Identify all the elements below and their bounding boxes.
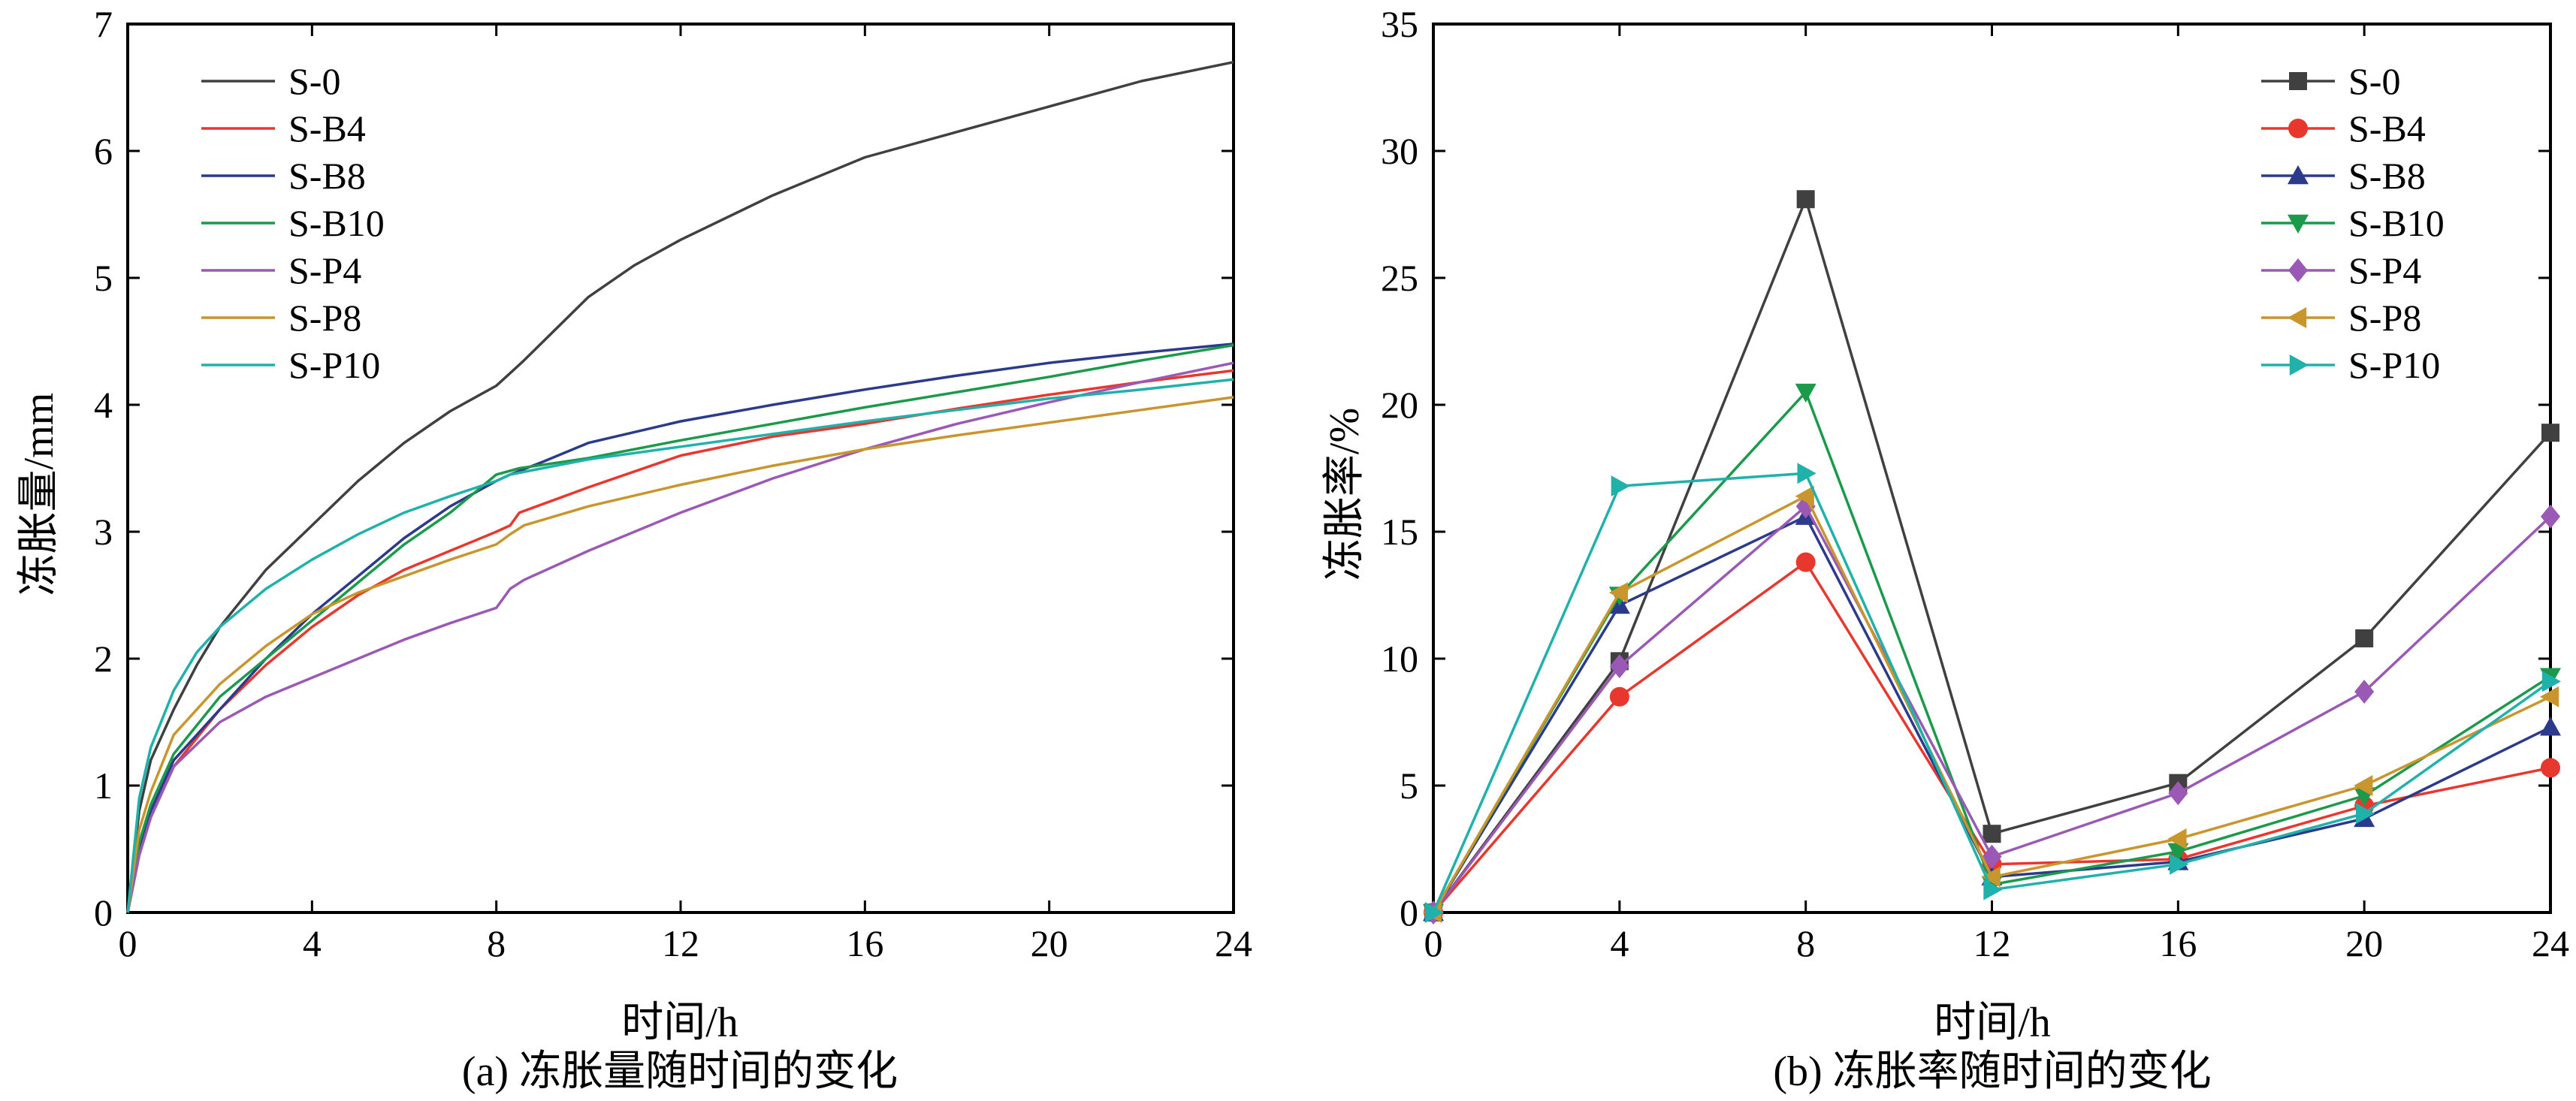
- x-tick-label-b-1: 4: [1610, 922, 1629, 964]
- x-tick-label-a-3: 12: [662, 922, 699, 964]
- x-axis-title-a: 时间/h: [621, 1000, 738, 1046]
- data-point-b-s-b4-1: [1609, 686, 1629, 707]
- y-tick-label-b-3: 15: [1381, 511, 1418, 553]
- x-tick-label-a-1: 4: [303, 922, 322, 964]
- legend-label-b-s-p4: S-P4: [2348, 249, 2421, 291]
- legend-label-b-s-b4: S-B4: [2348, 107, 2426, 149]
- plot-area-a: 0 4 8 12 16 20 2401234567S-0S-B4S-B8S-B10S-P4S…: [94, 3, 1252, 964]
- data-point-b-s-b10-4: [2167, 843, 2189, 862]
- data-point-b-s-0-5: [2355, 629, 2374, 647]
- y-tick-label-b-2: 10: [1381, 638, 1418, 680]
- data-point-b-s-p10-6: [2541, 671, 2561, 692]
- series-line-a-s-p10: [126, 378, 1234, 913]
- x-tick-label-b-2: 8: [1796, 922, 1815, 964]
- series-line-a-s-b10: [126, 343, 1234, 913]
- legend-label-b-s-p8: S-P8: [2348, 297, 2421, 339]
- y-tick-label-a-4: 4: [94, 384, 113, 426]
- y-tick-label-b-6: 30: [1381, 130, 1418, 172]
- x-tick-label-a-6: 24: [1215, 922, 1252, 964]
- data-point-b-s-b4-6: [2541, 758, 2560, 778]
- data-point-b-s-p10-2: [1797, 463, 1816, 484]
- data-point-b-s-p8-6: [2540, 686, 2559, 707]
- legend-label-a-s-b4: S-B4: [288, 107, 366, 149]
- legend-label-b-s-0: S-0: [2348, 60, 2400, 102]
- data-point-b-s-0-6: [2541, 424, 2559, 442]
- x-tick-label-a-2: 8: [487, 922, 506, 964]
- series-line-a-s-p8: [126, 396, 1234, 913]
- legend-marker-b-s-p4: [2288, 258, 2308, 282]
- data-point-b-s-p8-1: [1608, 582, 1629, 604]
- x-axis-title-b: 时间/h: [1934, 1000, 2051, 1046]
- legend-marker-b-s-b10: [2288, 214, 2309, 234]
- data-point-b-s-b8-6: [2540, 716, 2561, 736]
- data-point-b-s-0-2: [1796, 190, 1815, 209]
- data-point-b-s-p10-4: [2170, 853, 2189, 875]
- legend-label-b-s-b10: S-B10: [2348, 202, 2445, 244]
- x-tick-label-a-0: 0: [119, 922, 137, 964]
- data-point-b-s-p4-5: [2354, 679, 2375, 704]
- x-tick-label-a-4: 16: [846, 922, 883, 964]
- series-line-a-s-0: [126, 60, 1234, 913]
- data-point-b-s-p10-3: [1983, 879, 2003, 900]
- x-tick-label-b-3: 12: [1974, 922, 2011, 964]
- y-tick-label-a-3: 3: [94, 511, 113, 553]
- y-tick-label-a-2: 2: [94, 638, 113, 680]
- x-tick-label-b-0: 0: [1424, 922, 1443, 964]
- y-tick-label-a-1: 1: [94, 765, 113, 807]
- y-tick-label-a-7: 7: [94, 3, 113, 45]
- data-point-b-s-p4-4: [2168, 781, 2188, 806]
- series-line-a-s-b4: [126, 369, 1234, 913]
- legend-marker-b-s-b8: [2288, 165, 2309, 185]
- data-point-b-s-p4-1: [1609, 654, 1629, 679]
- y-tick-label-b-7: 35: [1381, 3, 1418, 45]
- data-point-b-s-p4-6: [2541, 504, 2560, 529]
- data-point-b-s-p10-0: [1424, 902, 1444, 923]
- series-line-a-s-p4: [126, 361, 1234, 913]
- data-point-b-s-b10-2: [1795, 383, 1816, 403]
- data-point-b-s-b4-2: [1795, 552, 1816, 572]
- y-tick-label-b-1: 5: [1400, 765, 1418, 807]
- data-point-b-s-p8-4: [2167, 828, 2187, 849]
- x-tick-label-b-4: 16: [2159, 922, 2197, 964]
- data-point-b-s-p8-2: [1795, 485, 1814, 507]
- legend-label-a-s-p10: S-P10: [288, 344, 380, 386]
- data-point-b-s-p10-1: [1611, 475, 1630, 497]
- legend-marker-b-s-0: [2289, 72, 2307, 90]
- y-tick-label-a-6: 6: [94, 130, 113, 172]
- data-point-b-s-p8-3: [1981, 866, 2001, 888]
- legend-label-a-s-p8: S-P8: [288, 297, 361, 339]
- legend-label-a-s-p4: S-P4: [288, 249, 361, 291]
- x-tick-label-b-6: 24: [2532, 922, 2569, 964]
- x-tick-label-a-5: 20: [1031, 922, 1068, 964]
- y-axis-title-a: 冻胀量/mm: [16, 393, 62, 596]
- y-axis-title-b: 冻胀率/%: [1321, 408, 1368, 581]
- legend-label-b-s-p10: S-P10: [2348, 344, 2440, 386]
- y-tick-label-a-0: 0: [94, 891, 113, 934]
- data-point-b-s-0-3: [1983, 825, 2001, 843]
- legend-marker-b-s-b4: [2288, 119, 2308, 138]
- y-tick-label-b-5: 25: [1381, 257, 1418, 299]
- plot-area-b: 0 4 8 12 16 20 24 0 5 10 15 20 25 30 35 S-0 S-B4 S-B8 S-B1…: [1381, 3, 2569, 964]
- data-point-b-s-p4-3: [1982, 844, 2002, 869]
- caption-a: (a) 冻胀量随时间的变化: [462, 1048, 898, 1095]
- legend-label-a-s-b8: S-B8: [288, 155, 366, 197]
- data-point-b-s-p10-5: [2355, 803, 2375, 825]
- legend-marker-b-s-p10: [2289, 354, 2309, 376]
- y-tick-label-a-5: 5: [94, 257, 113, 299]
- legend-label-a-s-0: S-0: [288, 60, 340, 102]
- y-tick-label-b-0: 0: [1400, 891, 1418, 934]
- caption-b: (b) 冻胀率随时间的变化: [1773, 1048, 2211, 1095]
- panel-b-chart: 0 4 8 12 16 20 24 0 5 10 15 20 25 30 35 S-0 S-B4 S-B8 S-B1…: [1321, 3, 2569, 1095]
- legend-marker-b-s-p8: [2288, 307, 2307, 328]
- panel-a-chart: 0 4 8 12 16 20 2401234567S-0S-B4S-B8S-B10S-P4S…: [16, 3, 1252, 1095]
- data-point-b-s-p8-5: [2354, 775, 2373, 796]
- legend-label-a-s-b10: S-B10: [288, 202, 385, 244]
- y-tick-label-b-4: 20: [1381, 384, 1418, 426]
- x-tick-label-b-5: 20: [2345, 922, 2383, 964]
- legend-label-b-s-b8: S-B8: [2348, 155, 2426, 197]
